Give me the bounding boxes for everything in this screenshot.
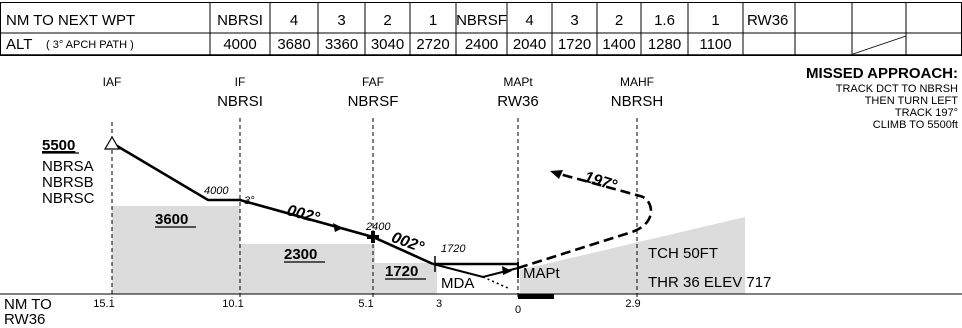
distance-tick: 10.1 [222,298,243,310]
nm-cell: 1.6 [654,12,675,29]
distance-tick: 5.1 [358,298,373,310]
msa-3600: 3600 [155,211,188,228]
alt-cell: 3040 [371,36,404,53]
terrain-areas [112,206,745,294]
missed-approach-line: CLIMB TO 5500ft [873,119,958,131]
runway-bar [518,294,554,299]
altitude-2400-label: 2400 [365,221,391,233]
alt-cell: 2040 [513,36,546,53]
iaf-fix-a: NBRSA [42,158,94,175]
missed-approach-line: TRACK 197° [895,107,958,119]
distance-tick: 3 [436,298,442,310]
iaf-fix-b: NBRSB [42,174,94,191]
alt-cell: 2720 [416,36,449,53]
alt-cell: 3360 [325,36,358,53]
nm-cell: 2 [615,12,623,29]
empty-cell-slash [852,35,907,55]
altitude-1720-label: 1720 [441,243,466,255]
alt-cell: 3680 [277,36,310,53]
nm-cell: 2 [383,12,391,29]
nm-cell: 1 [711,12,719,29]
distance-axis-label-2: RW36 [4,311,45,328]
iaf-fix-c: NBRSC [42,190,95,207]
distance-axis-label: NM TO [4,296,52,313]
if-fix-name: NBRSI [217,93,263,110]
iaf-triangle-icon [103,135,121,150]
nm-cell: 3 [570,12,578,29]
msa-2300: 2300 [284,246,317,263]
row-label-alt-sub: ( 3° APCH PATH ) [46,39,134,51]
iaf-label: IAF [103,75,122,89]
faf-fix-name: NBRSF [348,93,399,110]
faf-cross-icon [367,231,379,243]
alt-cell: 2400 [465,36,498,53]
mapt-fix-name: RW36 [497,93,538,110]
inbound-course-1: 002° [285,202,322,227]
course-arrow-icon [333,223,343,232]
distance-altitude-table: NM TO NEXT WPT ALT ( 3° APCH PATH ) NBRS… [0,2,962,56]
mda-arrow-icon [502,266,512,275]
if-label: IF [235,75,246,89]
threshold-elevation: THR 36 ELEV 717 [648,274,771,291]
alt-cell: 1100 [699,36,731,53]
missed-approach-line: TRACK DCT TO NBRSH [836,83,958,95]
missed-arrow-icon [550,170,563,179]
mahf-label: MAHF [620,75,654,89]
mapt-profile-label: MAPt [523,265,561,282]
nm-cell: NBRSF [456,12,507,29]
distance-tick: 2.9 [625,298,640,310]
nm-cell: RW36 [747,12,788,29]
nm-cell: 4 [290,12,298,29]
missed-course: 197° [582,169,619,195]
distance-axis: NM TO RW36 15.1 10.1 5.1 3 0 2.9 [4,296,641,328]
nm-cell: 1 [429,12,437,29]
row-label-alt: ALT [6,36,32,53]
nm-cell: 3 [337,12,345,29]
nm-cell: NBRSI [217,12,263,29]
mda-value: 1720 [385,263,418,280]
iaf-info: 5500 NBRSA NBRSB NBRSC [42,137,95,207]
glide-angle-label: 3° [244,195,255,207]
distance-tick: 15.1 [93,298,114,310]
altitude-4000-label: 4000 [204,185,229,197]
alt-cell: 1720 [558,36,591,53]
fix-labels: IAF IF NBRSI FAF NBRSF MAPt RW36 MAHF NB… [103,75,664,110]
tch-label: TCH 50FT [648,245,718,262]
faf-label: FAF [362,75,384,89]
mda-label: MDA [441,275,474,292]
iaf-altitude: 5500 [42,137,75,154]
distance-tick: 0 [515,304,521,316]
mahf-fix-name: NBRSH [611,93,664,110]
mapt-label: MAPt [503,75,533,89]
missed-approach-title: MISSED APPROACH: [806,65,958,82]
alt-cell: 1280 [648,36,681,53]
alt-cell: 4000 [223,36,256,53]
missed-approach-block: MISSED APPROACH: TRACK DCT TO NBRSH THEN… [806,65,958,131]
nm-cell: 4 [525,12,533,29]
alt-cell: 1400 [602,36,635,53]
row-label-nm: NM TO NEXT WPT [6,12,135,29]
missed-approach-line: THEN TURN LEFT [865,95,959,107]
